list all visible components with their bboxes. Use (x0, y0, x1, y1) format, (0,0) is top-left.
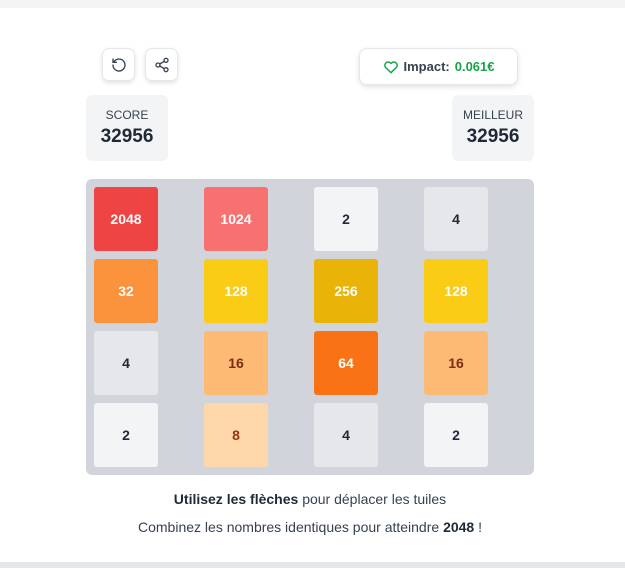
tile: 2 (424, 403, 488, 467)
best-box: MEILLEUR 32956 (452, 95, 534, 161)
top-strip (0, 0, 625, 8)
share-button[interactable] (145, 48, 178, 81)
board: 2048 1024 2 4 32 128 256 128 4 16 64 16 2 8 4 2 (86, 179, 534, 475)
undo-button[interactable] (102, 48, 135, 81)
bottom-strip (0, 562, 625, 568)
tile: 4 (424, 187, 488, 251)
tile: 64 (314, 331, 378, 395)
score-label: SCORE (105, 108, 149, 122)
tile: 8 (204, 403, 268, 467)
instruction-text: ! (478, 519, 482, 535)
score-value: 32956 (100, 126, 154, 147)
instruction-text: Combinez les nombres identiques pour att… (138, 519, 440, 535)
heart-icon (383, 60, 398, 73)
tile: 32 (94, 259, 158, 323)
instruction-text: pour déplacer les tuiles (302, 491, 447, 507)
tile: 4 (94, 331, 158, 395)
best-label: MEILLEUR (462, 108, 524, 122)
instruction-bold: 2048 (443, 519, 475, 535)
tile: 16 (424, 331, 488, 395)
tile: 2 (314, 187, 378, 251)
tile: 2048 (94, 187, 158, 251)
tile: 128 (424, 259, 488, 323)
instruction-bold: Utilisez les flèches (173, 491, 299, 507)
tile: 16 (204, 331, 268, 395)
tile: 1024 (204, 187, 268, 251)
impact-value: 0.061€ (454, 59, 495, 74)
tile: 2 (94, 403, 158, 467)
impact-label: Impact: (403, 59, 450, 74)
best-value: 32956 (466, 126, 520, 147)
undo-icon (111, 57, 126, 72)
tile: 4 (314, 403, 378, 467)
impact-badge[interactable]: Impact: 0.061€ (359, 48, 518, 85)
tile: 128 (204, 259, 268, 323)
share-icon (154, 57, 169, 72)
score-box: SCORE 32956 (86, 95, 168, 161)
tile: 256 (314, 259, 378, 323)
instruction-line: Utilisez les flèches pour déplacer les t… (0, 491, 620, 507)
instruction-line: Combinez les nombres identiques pour att… (0, 519, 620, 535)
